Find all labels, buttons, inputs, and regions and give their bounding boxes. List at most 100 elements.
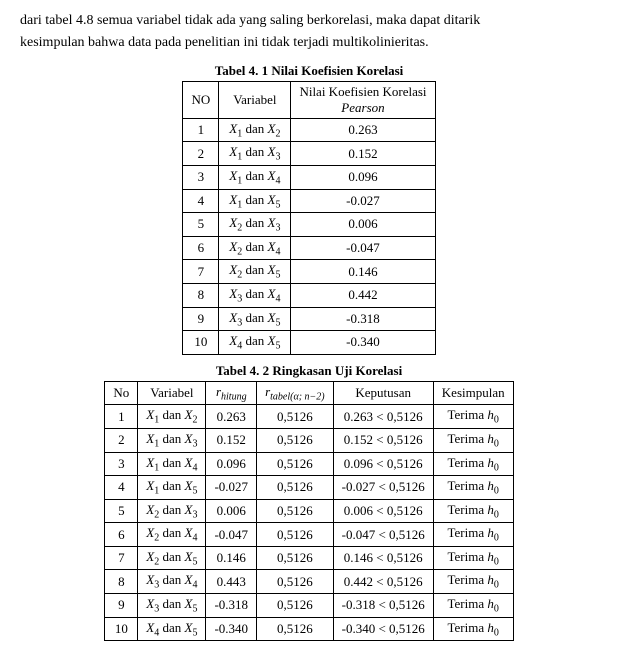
table1-cell-var: X1 dan X2 bbox=[219, 118, 291, 142]
table2-cell-kesimpulan: Terima h0 bbox=[433, 405, 513, 429]
table2-cell-var: X1 dan X5 bbox=[138, 476, 206, 500]
table2-cell-kesimpulan: Terima h0 bbox=[433, 523, 513, 547]
table2-row: 3X1 dan X40.0960,51260.096 < 0,5126Terim… bbox=[105, 452, 513, 476]
table2-cell-var: X1 dan X2 bbox=[138, 405, 206, 429]
table2-cell-rhitung: 0.152 bbox=[206, 428, 257, 452]
table2-cell-var: X3 dan X5 bbox=[138, 594, 206, 618]
table2-cell-no: 4 bbox=[105, 476, 138, 500]
table1-row: 6X2 dan X4-0.047 bbox=[183, 236, 435, 260]
table2-cell-keputusan: -0.027 < 0,5126 bbox=[333, 476, 433, 500]
table2-cell-no: 8 bbox=[105, 570, 138, 594]
table1-cell-no: 1 bbox=[183, 118, 219, 142]
table2-cell-rtabel: 0,5126 bbox=[257, 546, 334, 570]
table2-cell-keputusan: 0.152 < 0,5126 bbox=[333, 428, 433, 452]
table1-row: 2X1 dan X30.152 bbox=[183, 142, 435, 166]
table2-cell-kesimpulan: Terima h0 bbox=[433, 452, 513, 476]
table1-cell-no: 4 bbox=[183, 189, 219, 213]
table1-cell-no: 10 bbox=[183, 331, 219, 355]
table1-cell-val: -0.047 bbox=[291, 236, 435, 260]
table2-cell-var: X1 dan X4 bbox=[138, 452, 206, 476]
table2-cell-keputusan: 0.442 < 0,5126 bbox=[333, 570, 433, 594]
table1-cell-var: X1 dan X3 bbox=[219, 142, 291, 166]
table2-cell-keputusan: 0.006 < 0,5126 bbox=[333, 499, 433, 523]
table1-cell-no: 2 bbox=[183, 142, 219, 166]
table2-row: 9X3 dan X5-0.3180,5126-0.318 < 0,5126Ter… bbox=[105, 594, 513, 618]
table2-row: 7X2 dan X50.1460,51260.146 < 0,5126Terim… bbox=[105, 546, 513, 570]
table2-cell-var: X1 dan X3 bbox=[138, 428, 206, 452]
table2-cell-kesimpulan: Terima h0 bbox=[433, 499, 513, 523]
table1-head-var: Variabel bbox=[219, 81, 291, 118]
table2-cell-no: 10 bbox=[105, 617, 138, 641]
table2-head-no: No bbox=[105, 381, 138, 405]
table2-head-keputusan: Keputusan bbox=[333, 381, 433, 405]
table2-cell-rtabel: 0,5126 bbox=[257, 499, 334, 523]
table1-row: 8X3 dan X40.442 bbox=[183, 283, 435, 307]
table2-cell-rhitung: -0.340 bbox=[206, 617, 257, 641]
table1-row: 3X1 dan X40.096 bbox=[183, 165, 435, 189]
table2-cell-var: X2 dan X3 bbox=[138, 499, 206, 523]
table2-row: 8X3 dan X40.4430,51260.442 < 0,5126Terim… bbox=[105, 570, 513, 594]
table2-cell-rhitung: -0.047 bbox=[206, 523, 257, 547]
table2-cell-rtabel: 0,5126 bbox=[257, 523, 334, 547]
table2-cell-rtabel: 0,5126 bbox=[257, 570, 334, 594]
table2-cell-rtabel: 0,5126 bbox=[257, 428, 334, 452]
table2-cell-rhitung: -0.027 bbox=[206, 476, 257, 500]
table1-cell-var: X3 dan X5 bbox=[219, 307, 291, 331]
table2-cell-rhitung: 0.146 bbox=[206, 546, 257, 570]
table2-cell-no: 2 bbox=[105, 428, 138, 452]
table2-cell-rhitung: -0.318 bbox=[206, 594, 257, 618]
table1-cell-var: X1 dan X5 bbox=[219, 189, 291, 213]
table2-cell-keputusan: -0.340 < 0,5126 bbox=[333, 617, 433, 641]
table2-cell-var: X4 dan X5 bbox=[138, 617, 206, 641]
table2-row: 4X1 dan X5-0.0270,5126-0.027 < 0,5126Ter… bbox=[105, 476, 513, 500]
intro-line-2: kesimpulan bahwa data pada penelitian in… bbox=[20, 35, 429, 50]
table2-row: 5X2 dan X30.0060,51260.006 < 0,5126Terim… bbox=[105, 499, 513, 523]
table1-cell-val: 0.152 bbox=[291, 142, 435, 166]
table2-cell-kesimpulan: Terima h0 bbox=[433, 476, 513, 500]
table1: NO Variabel Nilai Koefisien Korelasi Pea… bbox=[182, 81, 435, 355]
table1-cell-val: 0.263 bbox=[291, 118, 435, 142]
table1-cell-var: X1 dan X4 bbox=[219, 165, 291, 189]
table1-row: 4X1 dan X5-0.027 bbox=[183, 189, 435, 213]
table1-cell-no: 8 bbox=[183, 283, 219, 307]
table2-cell-var: X3 dan X4 bbox=[138, 570, 206, 594]
table2-cell-rhitung: 0.443 bbox=[206, 570, 257, 594]
table1-cell-no: 9 bbox=[183, 307, 219, 331]
table2-cell-var: X2 dan X4 bbox=[138, 523, 206, 547]
table2-cell-rhitung: 0.006 bbox=[206, 499, 257, 523]
table1-row: 7X2 dan X50.146 bbox=[183, 260, 435, 284]
table2-cell-rhitung: 0.096 bbox=[206, 452, 257, 476]
table2-head-rhitung: rhitung bbox=[206, 381, 257, 405]
table2-cell-rtabel: 0,5126 bbox=[257, 476, 334, 500]
table1-cell-val: -0.027 bbox=[291, 189, 435, 213]
table2-row: 2X1 dan X30.1520,51260.152 < 0,5126Terim… bbox=[105, 428, 513, 452]
table1-row: 1X1 dan X20.263 bbox=[183, 118, 435, 142]
table2-cell-kesimpulan: Terima h0 bbox=[433, 428, 513, 452]
table1-cell-var: X2 dan X3 bbox=[219, 213, 291, 237]
table1-row: 5X2 dan X30.006 bbox=[183, 213, 435, 237]
table2-row: 10X4 dan X5-0.3400,5126-0.340 < 0,5126Te… bbox=[105, 617, 513, 641]
table1-cell-var: X2 dan X4 bbox=[219, 236, 291, 260]
table2-head-var: Variabel bbox=[138, 381, 206, 405]
table2-caption: Tabel 4. 2 Ringkasan Uji Korelasi bbox=[20, 363, 598, 379]
intro-line-1: dari tabel 4.8 semua variabel tidak ada … bbox=[20, 13, 480, 28]
table1-cell-val: 0.146 bbox=[291, 260, 435, 284]
table2-cell-no: 3 bbox=[105, 452, 138, 476]
table2: No Variabel rhitung rtabel(α; n−2) Keput… bbox=[104, 381, 513, 642]
table1-row: 10X4 dan X5-0.340 bbox=[183, 331, 435, 355]
table2-cell-keputusan: -0.318 < 0,5126 bbox=[333, 594, 433, 618]
table1-head-val: Nilai Koefisien Korelasi Pearson bbox=[291, 81, 435, 118]
table2-cell-no: 5 bbox=[105, 499, 138, 523]
table2-cell-kesimpulan: Terima h0 bbox=[433, 570, 513, 594]
table1-cell-no: 6 bbox=[183, 236, 219, 260]
table1-cell-val: 0.442 bbox=[291, 283, 435, 307]
table1-cell-no: 3 bbox=[183, 165, 219, 189]
table2-cell-kesimpulan: Terima h0 bbox=[433, 546, 513, 570]
table1-cell-val: -0.340 bbox=[291, 331, 435, 355]
table1-cell-val: -0.318 bbox=[291, 307, 435, 331]
table2-cell-rtabel: 0,5126 bbox=[257, 452, 334, 476]
table2-cell-keputusan: 0.263 < 0,5126 bbox=[333, 405, 433, 429]
table1-cell-val: 0.096 bbox=[291, 165, 435, 189]
table2-cell-no: 9 bbox=[105, 594, 138, 618]
table2-cell-keputusan: -0.047 < 0,5126 bbox=[333, 523, 433, 547]
